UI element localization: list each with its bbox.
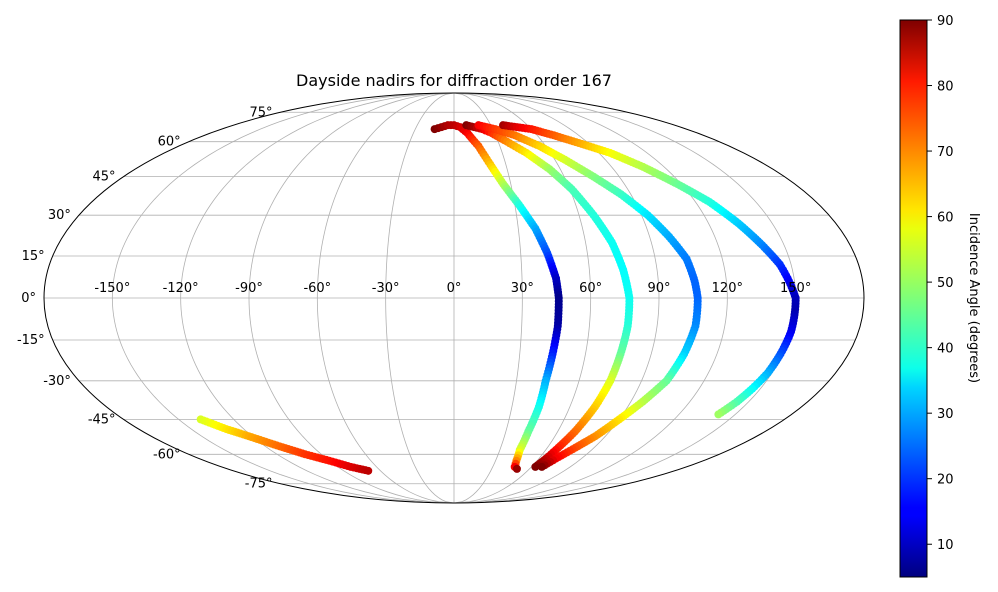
meridian-line bbox=[248, 93, 455, 503]
meridian-line bbox=[180, 93, 455, 503]
longitude-tick-label: 0° bbox=[447, 281, 462, 296]
latitude-tick-label: 30° bbox=[48, 208, 71, 223]
latitude-tick-label: 45° bbox=[93, 170, 116, 185]
longitude-tick-labels: -150° -120° -90° -60° -30° 0° 30° 60° 90° 120° 150… bbox=[94, 281, 811, 296]
longitude-tick-label: -120° bbox=[163, 281, 199, 296]
meridian-line bbox=[453, 93, 728, 503]
colorbar-tick-label: 50 bbox=[937, 276, 954, 291]
longitude-tick-label: 150° bbox=[780, 281, 811, 296]
longitude-tick-label: 90° bbox=[647, 281, 670, 296]
colorbar-ticks: 10 20 30 40 50 60 70 80 90 bbox=[927, 14, 954, 553]
data-point bbox=[364, 466, 373, 475]
data-point bbox=[537, 462, 546, 471]
colorbar: 10 20 30 40 50 60 70 80 90 Incidence Angle (degr… bbox=[899, 14, 981, 578]
meridian-line bbox=[453, 93, 592, 503]
colorbar-tick-label: 20 bbox=[937, 473, 954, 488]
longitude-tick-label: -30° bbox=[372, 281, 400, 296]
longitude-tick-label: -90° bbox=[235, 281, 263, 296]
latitude-tick-label: 15° bbox=[22, 249, 45, 264]
longitude-tick-label: 30° bbox=[511, 281, 534, 296]
colorbar-tick-label: 30 bbox=[937, 407, 954, 422]
colorbar-tick-label: 40 bbox=[937, 342, 954, 357]
latitude-tick-label: -75° bbox=[245, 477, 273, 492]
graticule bbox=[44, 93, 864, 503]
colorbar-tick-label: 10 bbox=[937, 538, 954, 553]
latitude-tick-label: -45° bbox=[88, 412, 116, 427]
latitude-tick-label: 60° bbox=[158, 135, 181, 150]
longitude-tick-label: -60° bbox=[303, 281, 331, 296]
latitude-tick-label: -30° bbox=[43, 374, 71, 389]
data-points bbox=[196, 121, 800, 475]
data-point bbox=[512, 464, 521, 473]
meridian-line bbox=[385, 93, 455, 503]
latitude-tick-label: -60° bbox=[153, 447, 181, 462]
meridian-line bbox=[316, 93, 455, 503]
meridian-line bbox=[453, 93, 523, 503]
data-point bbox=[531, 462, 540, 471]
colorbar-gradient bbox=[899, 19, 928, 578]
colorbar-tick-label: 60 bbox=[937, 211, 954, 226]
latitude-tick-labels: 75° 60° 45° 30° 15° 0° -15° -30° -45° -60° -75° bbox=[17, 105, 273, 491]
data-point bbox=[714, 410, 723, 419]
colorbar-label: Incidence Angle (degrees) bbox=[966, 213, 981, 383]
colorbar-tick-label: 90 bbox=[937, 14, 954, 29]
latitude-tick-label: 0° bbox=[21, 291, 36, 306]
longitude-tick-label: 120° bbox=[712, 281, 743, 296]
colorbar-tick-label: 80 bbox=[937, 80, 954, 95]
map-boundary bbox=[43, 92, 865, 504]
longitude-tick-label: -150° bbox=[94, 281, 130, 296]
longitude-tick-label: 60° bbox=[579, 281, 602, 296]
chart-title: Dayside nadirs for diffraction order 167 bbox=[296, 71, 612, 90]
colorbar-tick-label: 70 bbox=[937, 145, 954, 160]
latitude-tick-label: -15° bbox=[17, 333, 45, 348]
meridian-line bbox=[111, 93, 455, 503]
latitude-tick-label: 75° bbox=[249, 105, 272, 120]
